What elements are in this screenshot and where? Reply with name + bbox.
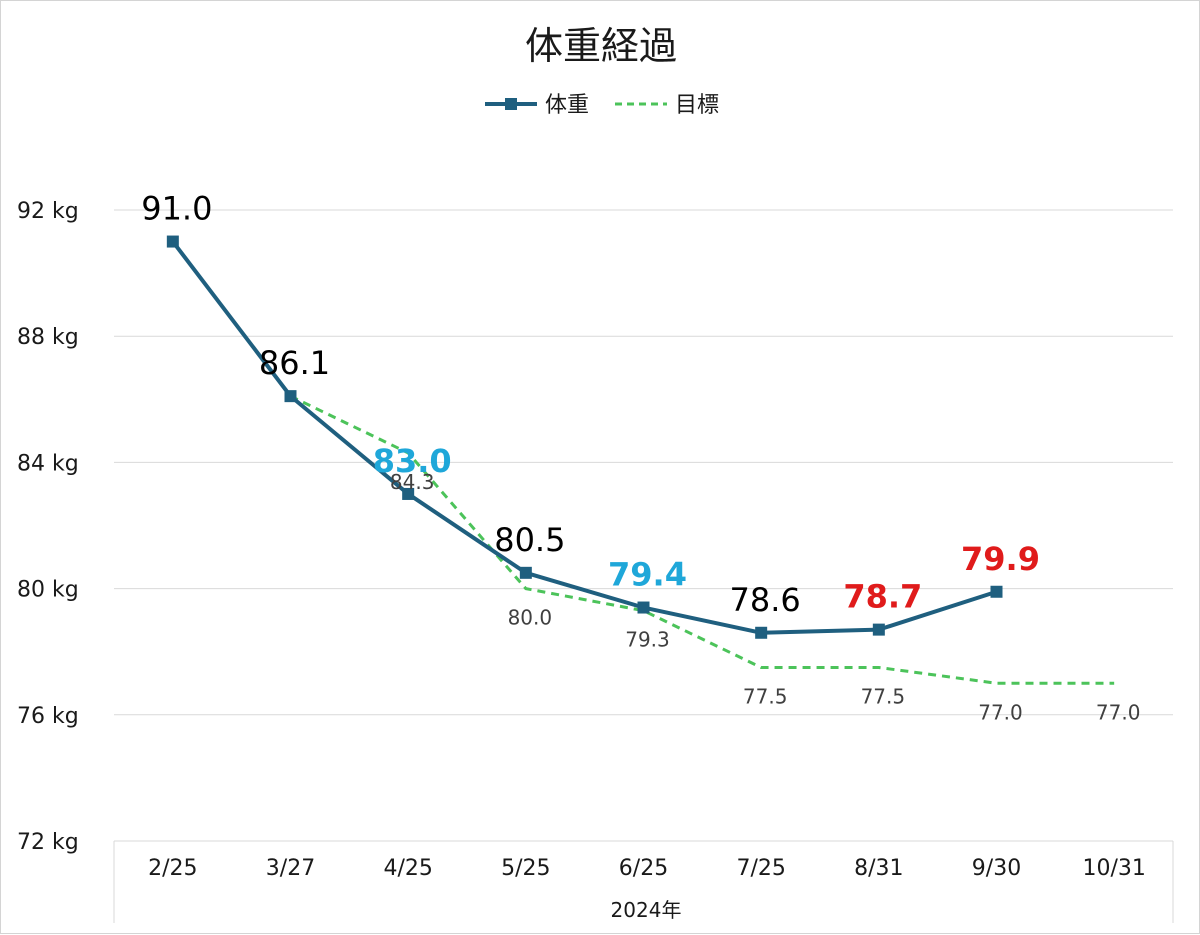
target-data-label: 84.3 — [390, 470, 435, 494]
target-data-label: 80.0 — [508, 606, 553, 630]
weight-data-label: 78.6 — [730, 581, 801, 619]
target-line — [289, 394, 1115, 685]
series-target — [289, 394, 1115, 685]
y-tick-label: 88 kg — [17, 325, 79, 350]
weight-data-label: 83.0 — [373, 442, 452, 480]
y-tick-label: 72 kg — [17, 830, 79, 855]
target-data-label: 77.5 — [861, 684, 906, 708]
x-axis-title: 2024年 — [611, 898, 682, 922]
y-tick-label: 80 kg — [17, 578, 79, 603]
x-axis-table — [113, 840, 1174, 923]
x-tick-label: 2/25 — [148, 856, 197, 881]
x-tick-label: 3/27 — [266, 856, 315, 881]
legend-weight-marker — [505, 98, 517, 110]
target-data-label: 77.0 — [978, 700, 1023, 724]
weight-data-label: 91.0 — [141, 190, 212, 228]
weight-point — [402, 487, 415, 500]
weight-point — [284, 390, 297, 403]
weight-data-label: 79.9 — [961, 540, 1040, 578]
x-tick-label: 4/25 — [383, 856, 432, 881]
weight-point — [637, 601, 650, 614]
weight-data-labels: 91.0 86.1 83.0 80.5 79.4 78.6 78.7 79.9 — [141, 190, 1040, 619]
weight-point — [990, 585, 1003, 598]
target-data-label: 77.5 — [743, 684, 788, 708]
target-data-labels: 84.3 80.0 79.3 77.5 77.5 77.0 77.0 — [390, 470, 1141, 724]
legend-item-weight: 体重 — [485, 93, 589, 118]
y-tick-label: 76 kg — [17, 704, 79, 729]
y-tick-label: 84 kg — [17, 451, 79, 476]
series-weight — [166, 235, 1003, 639]
x-tick-label: 8/31 — [854, 856, 903, 881]
target-data-label: 79.3 — [625, 628, 670, 652]
weight-data-label: 86.1 — [259, 344, 330, 382]
legend-item-target: 目標 — [615, 93, 719, 118]
weight-data-label: 79.4 — [608, 556, 687, 594]
weight-point — [166, 235, 179, 248]
x-tick-label: 10/31 — [1082, 856, 1145, 881]
legend: 体重 目標 — [485, 93, 719, 118]
weight-data-label: 78.7 — [843, 578, 922, 616]
x-tick-label: 7/25 — [736, 856, 785, 881]
target-data-label: 77.0 — [1096, 700, 1141, 724]
legend-weight-label: 体重 — [545, 93, 589, 118]
y-tick-label: 92 kg — [17, 199, 79, 224]
weight-point — [872, 623, 885, 636]
weight-line — [171, 240, 998, 635]
weight-point — [755, 626, 768, 639]
chart-title: 体重経過 — [525, 24, 677, 68]
x-axis-ticks: 2/25 3/27 4/25 5/25 6/25 7/25 8/31 9/30 10/31 — [148, 856, 1146, 881]
x-tick-label: 5/25 — [501, 856, 550, 881]
x-tick-label: 9/30 — [972, 856, 1021, 881]
x-tick-label: 6/25 — [619, 856, 668, 881]
weight-point — [519, 566, 532, 579]
weight-data-label: 80.5 — [494, 521, 565, 559]
y-axis-ticks: 92 kg 88 kg 84 kg 80 kg 76 kg 72 kg — [17, 199, 79, 855]
legend-target-label: 目標 — [675, 93, 719, 118]
